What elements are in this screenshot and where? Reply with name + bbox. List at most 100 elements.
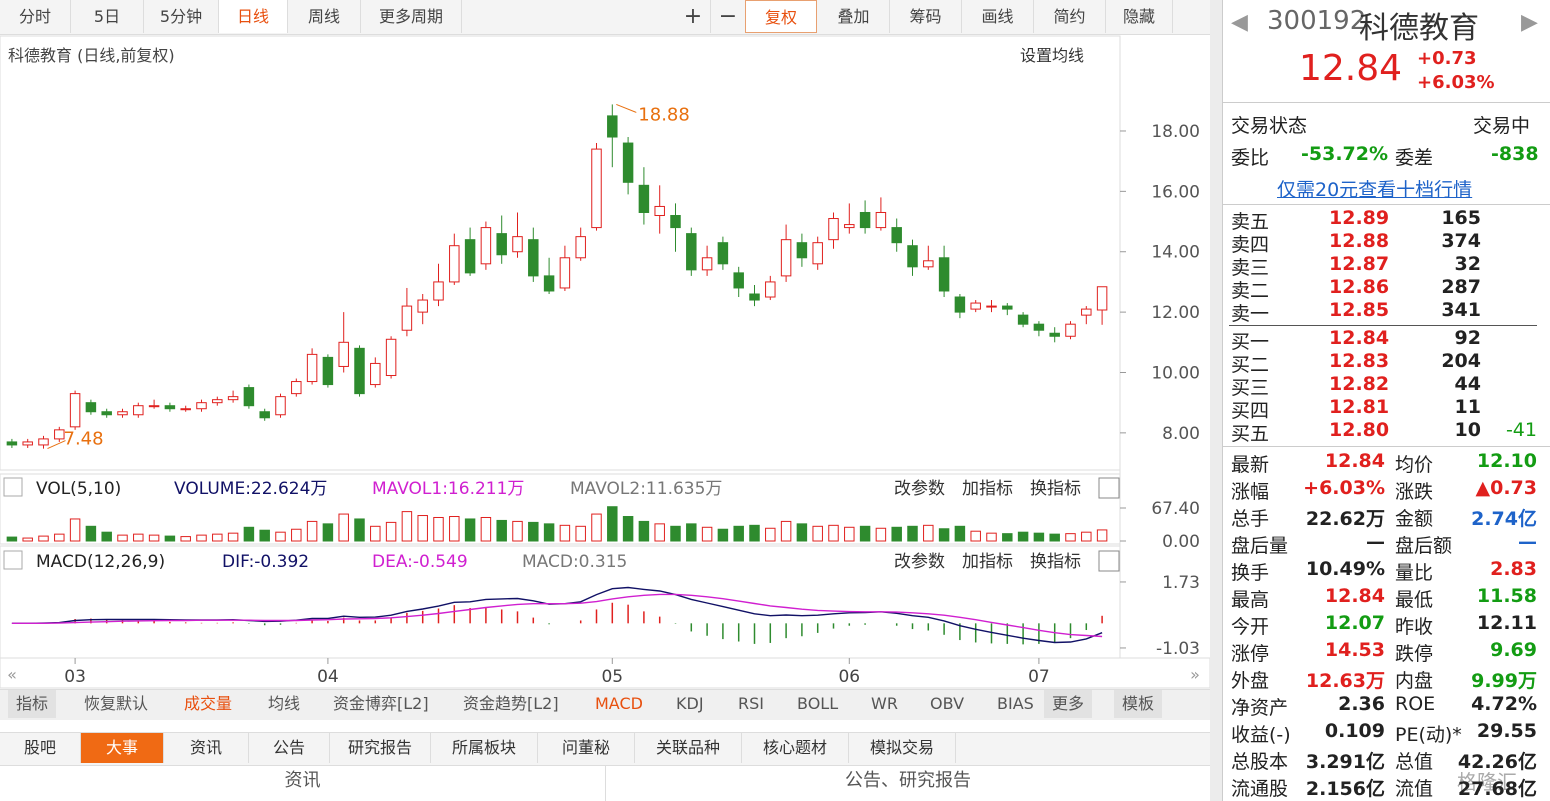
book-price: 12.88 <box>1329 230 1390 252</box>
bottom-tab[interactable]: 问董秘 <box>538 733 635 763</box>
tool-tab[interactable]: 隐藏 <box>1106 0 1173 33</box>
indicator-tab[interactable]: WR <box>871 694 898 713</box>
book-price: 12.89 <box>1329 207 1390 229</box>
wc-label: 委差 <box>1395 147 1434 169</box>
candle-body <box>765 281 776 298</box>
volume-bar <box>591 513 602 542</box>
close-box <box>1098 477 1120 499</box>
volume-bar <box>859 525 871 542</box>
indicator-tab[interactable]: 模板 <box>1114 690 1163 718</box>
book-label: 卖四 <box>1231 234 1270 256</box>
zoom-in[interactable]: + <box>676 0 711 33</box>
stat-label: 涨幅 <box>1231 481 1270 503</box>
volume-bar <box>717 528 729 542</box>
prev-stock[interactable]: ◀ <box>1231 10 1248 35</box>
indicator-tab[interactable]: 更多 <box>1044 690 1093 718</box>
indicator-value: VOLUME:22.624万 <box>174 479 327 499</box>
indicator-tab[interactable]: 指标 <box>8 690 57 718</box>
indicator-tab[interactable]: KDJ <box>676 694 704 713</box>
candle-body <box>54 429 65 440</box>
zoom-out[interactable]: − <box>711 0 746 33</box>
bottom-tab[interactable]: 股吧 <box>0 733 81 763</box>
next-stock[interactable]: ▶ <box>1521 10 1538 35</box>
candle-body <box>259 411 270 419</box>
ma-setting[interactable]: 设置均线 <box>1020 46 1085 65</box>
volume-bar <box>385 521 397 542</box>
tool-tab[interactable]: 复权 <box>745 0 817 33</box>
indicator-tab[interactable]: 资金趋势[L2] <box>463 694 559 713</box>
volume-bar <box>607 506 618 542</box>
volume-bar <box>417 515 428 542</box>
candle-body <box>622 142 634 183</box>
period-tab[interactable]: 日线 <box>219 0 288 33</box>
book-volume: 165 <box>1441 207 1481 229</box>
tool-tab[interactable]: 画线 <box>962 0 1034 33</box>
stat-value: 0.109 <box>1324 720 1385 742</box>
tool-tab[interactable]: 叠加 <box>818 0 890 33</box>
candle-body <box>275 396 286 416</box>
panel-button: 改参数 <box>894 479 945 499</box>
indicator-tab[interactable]: MACD <box>595 694 643 713</box>
stat-value: 12.84 <box>1324 585 1385 607</box>
indicator-tab[interactable]: BIAS <box>997 694 1034 713</box>
bottom-tab[interactable]: 研究报告 <box>330 733 431 763</box>
bottom-tab[interactable]: 大事 <box>81 733 164 763</box>
change: +0.73 <box>1417 48 1477 69</box>
bottom-tab[interactable]: 模拟交易 <box>849 733 956 763</box>
volume-bar <box>370 525 381 542</box>
indicator-tab[interactable]: OBV <box>930 694 965 713</box>
candle-body <box>717 242 729 265</box>
book-label: 卖五 <box>1231 211 1270 233</box>
candle-body <box>812 242 823 265</box>
book-label: 买三 <box>1231 377 1270 399</box>
candle-body <box>196 402 207 410</box>
stat-label: 总值 <box>1395 751 1434 773</box>
close-box <box>1098 550 1120 572</box>
stat-label: 涨跌 <box>1395 481 1434 503</box>
sep <box>1223 446 1550 447</box>
volume-bar <box>291 528 302 542</box>
indicator-tab[interactable]: 资金博弈[L2] <box>333 694 429 713</box>
tool-tab[interactable]: 简约 <box>1034 0 1106 33</box>
period-tab[interactable]: 5分钟 <box>144 0 219 33</box>
candle-body <box>1096 286 1108 311</box>
tool-tab[interactable]: 筹码 <box>890 0 962 33</box>
volume-bar <box>1033 532 1045 542</box>
candle-body <box>85 402 97 413</box>
panel-frame <box>0 35 1121 471</box>
stat-value: 27.68亿 <box>1457 778 1537 800</box>
candle-body <box>6 441 18 446</box>
bottom-tab[interactable]: 所属板块 <box>431 733 538 763</box>
bottom-tab[interactable]: 资讯 <box>164 733 249 763</box>
stat-label: 流通股 <box>1231 778 1289 800</box>
period-tab[interactable]: 5日 <box>71 0 144 33</box>
volume-bar <box>1081 531 1092 542</box>
candle-body <box>227 396 239 401</box>
indicator-tab[interactable]: 成交量 <box>184 694 233 713</box>
period-tab[interactable]: 更多周期 <box>361 0 462 33</box>
stat-label: 净资产 <box>1231 697 1289 719</box>
indicator-tab[interactable]: 恢复默认 <box>84 694 149 713</box>
bottom-tab[interactable]: 核心题材 <box>742 733 849 763</box>
candle-body <box>291 381 302 395</box>
bottom-tab[interactable]: 关联品种 <box>635 733 742 763</box>
candle-body <box>875 211 887 229</box>
indicator-tab[interactable]: 均线 <box>268 694 301 713</box>
y-tick-label: 0.00 <box>1162 532 1200 552</box>
book-label: 卖二 <box>1231 280 1270 302</box>
volume-bar <box>354 518 365 542</box>
indicator-tab[interactable]: RSI <box>738 694 764 713</box>
candle-body <box>970 302 981 310</box>
period-tab[interactable]: 分时 <box>0 0 71 33</box>
volume-bar <box>180 536 191 542</box>
book-volume: 11 <box>1454 396 1481 418</box>
volume-bar <box>954 525 966 542</box>
indicator-tab[interactable]: BOLL <box>797 694 839 713</box>
volume-bar <box>733 525 744 542</box>
l2-link[interactable]: 仅需20元查看十档行情 <box>1277 179 1473 201</box>
bottom-tab[interactable]: 公告 <box>249 733 330 763</box>
volume-bar <box>54 533 65 542</box>
status: 交易中 <box>1473 115 1531 137</box>
period-tab[interactable]: 周线 <box>288 0 361 33</box>
candle-body <box>480 227 492 265</box>
